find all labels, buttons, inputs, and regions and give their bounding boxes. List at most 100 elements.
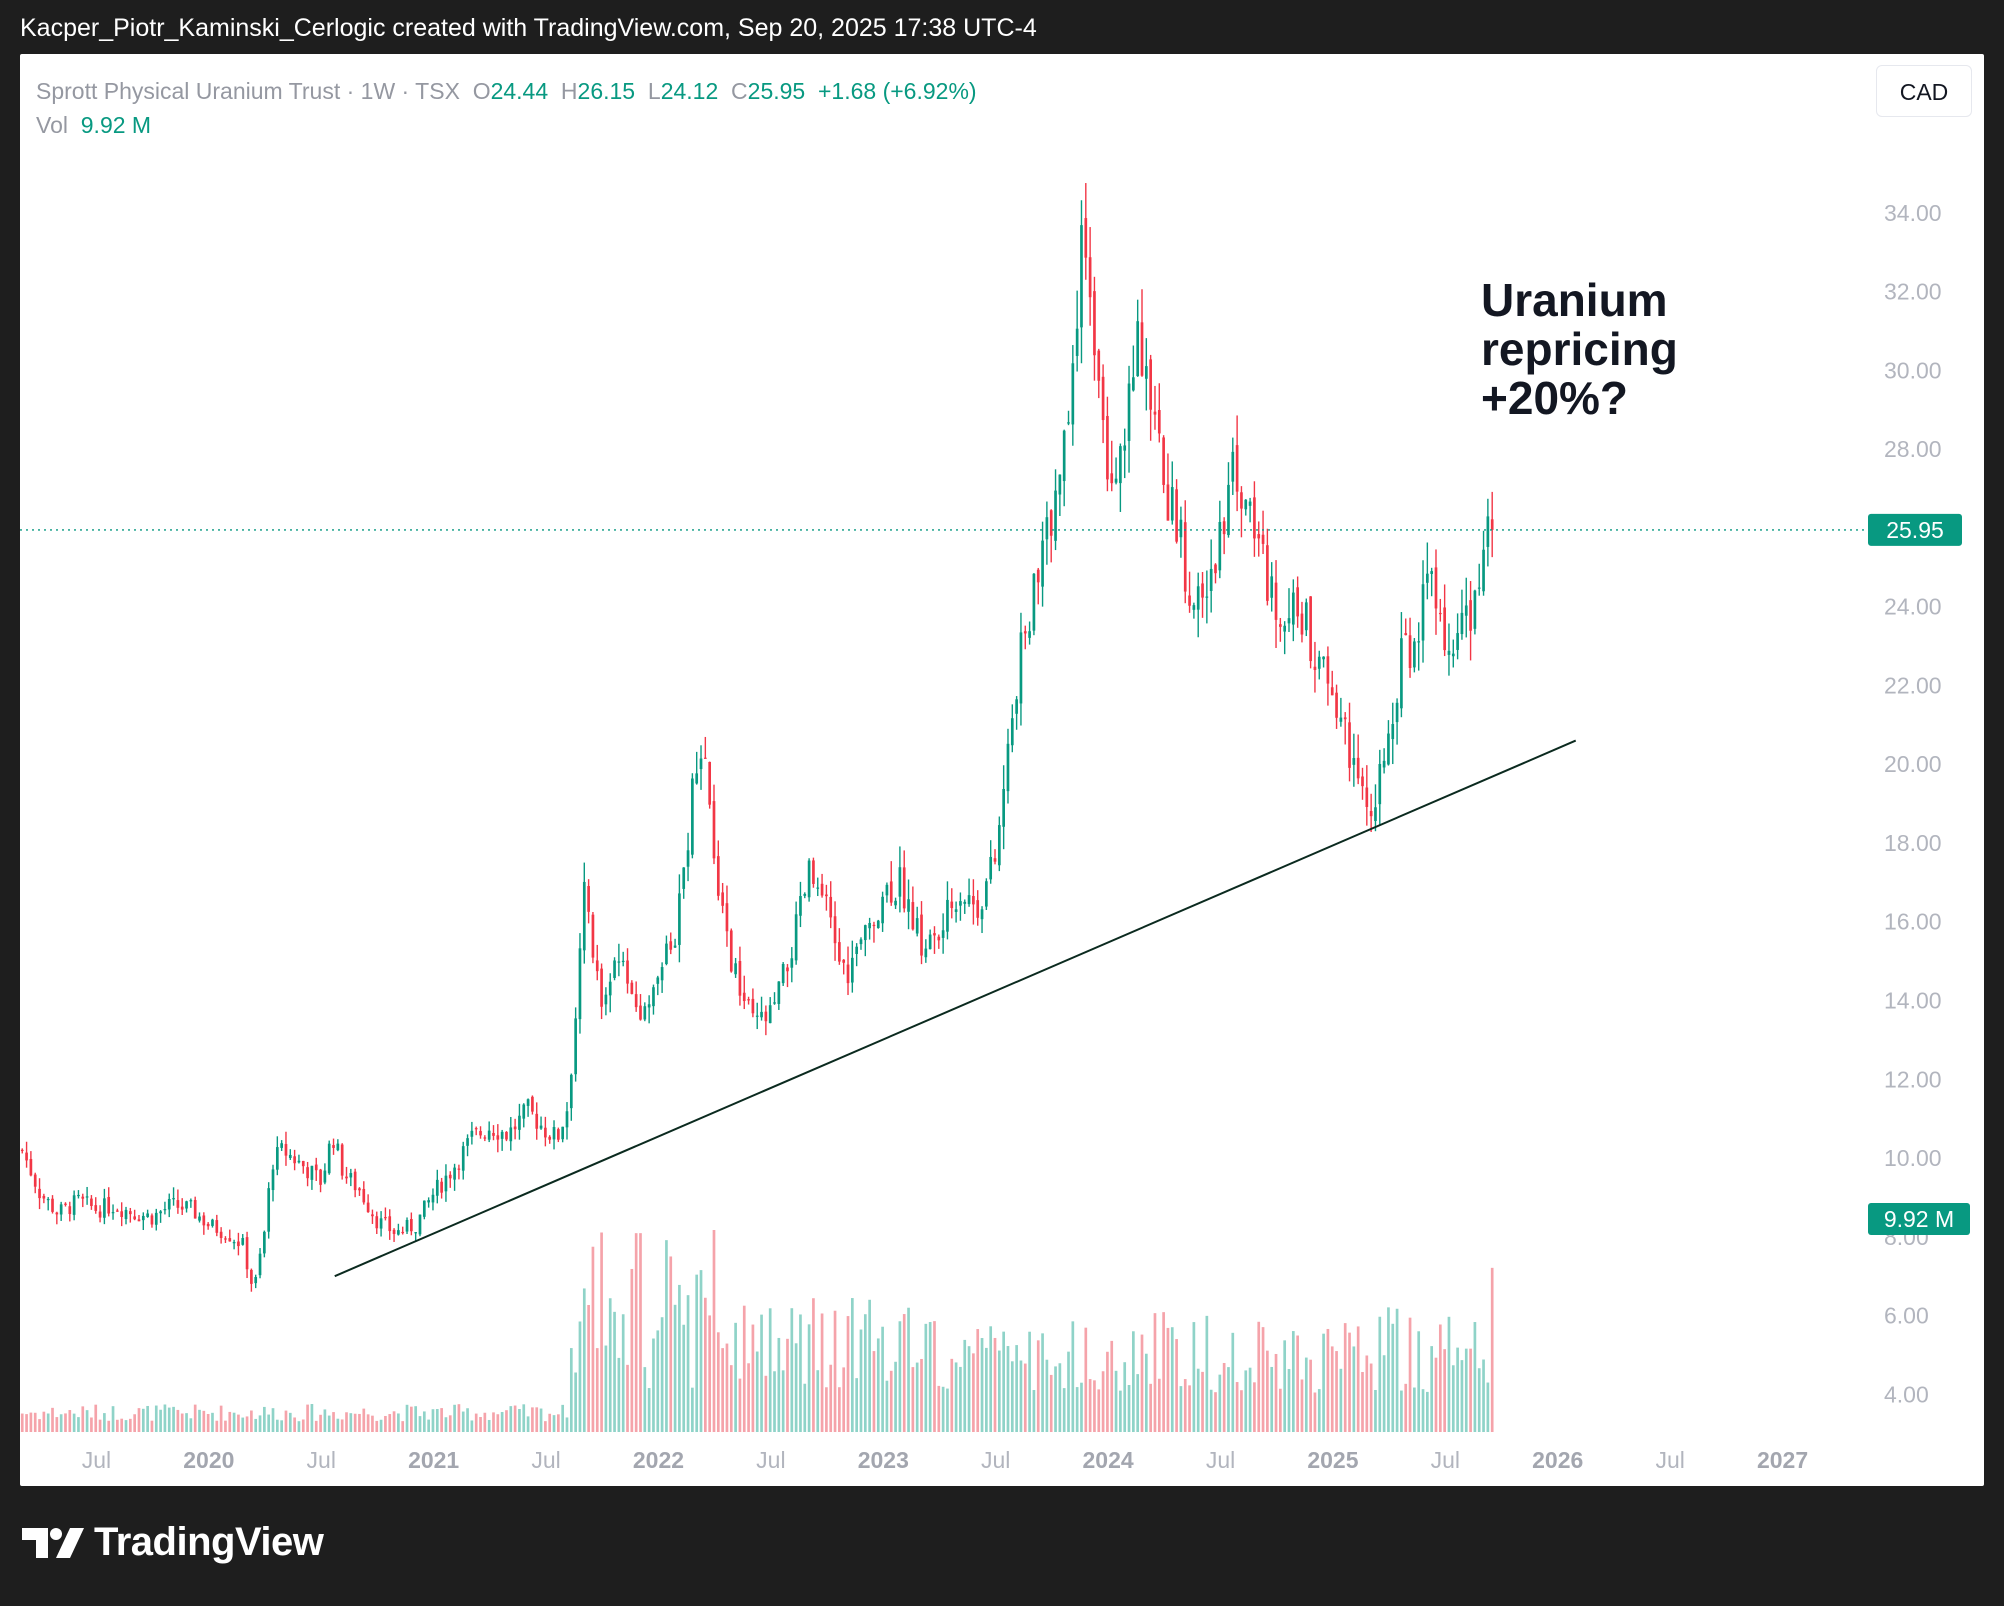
price-tick-label: 24.00 (1884, 594, 1942, 620)
candle-body (513, 1126, 517, 1130)
volume-bar (773, 1371, 776, 1432)
volume-bar (111, 1406, 115, 1432)
volume-bar (1036, 1340, 1040, 1432)
candle-body (928, 934, 932, 950)
volume-bar (107, 1420, 111, 1432)
candle-body (146, 1213, 149, 1217)
candle-body (198, 1216, 201, 1221)
text-annotation[interactable]: Uranium repricing +20%? (1481, 276, 1678, 423)
candle-body (1326, 656, 1330, 684)
candle-body (764, 1011, 768, 1022)
candle-body (1291, 592, 1295, 625)
candle-body (1283, 625, 1287, 632)
candle-body (946, 899, 949, 932)
volume-bar (245, 1416, 249, 1432)
volume-bar (1317, 1389, 1321, 1432)
volume-bar (1304, 1357, 1308, 1432)
candle-body (245, 1237, 249, 1270)
candle-body (565, 1111, 569, 1128)
time-tick-label: 2027 (1757, 1447, 1808, 1473)
candle-body (1149, 359, 1152, 410)
volume-bar (889, 1370, 893, 1432)
price-chart[interactable]: 34.00 32.00 30.00 28.00 24.00 22.00 20.00 18.00… (20, 54, 1984, 1486)
legend-close-label: C (731, 78, 748, 104)
candle-body (1136, 321, 1140, 377)
candle-body (167, 1198, 171, 1210)
volume-bar (1218, 1374, 1222, 1432)
last-price-badge-text: 25.95 (1886, 517, 1944, 543)
candle-body (103, 1198, 106, 1218)
volume-bar (1067, 1351, 1070, 1432)
volume-bar (1088, 1379, 1092, 1432)
candle-body (1417, 641, 1421, 643)
volume-bar (794, 1343, 798, 1432)
volume-bar (790, 1308, 794, 1432)
candle-body (673, 945, 677, 948)
volume-bar (263, 1406, 266, 1432)
chart-frame[interactable]: 34.00 32.00 30.00 28.00 24.00 22.00 20.00 18.00… (20, 54, 1984, 1486)
volume-bar (1162, 1312, 1165, 1432)
candle-body (319, 1169, 322, 1185)
volume-bar (1330, 1346, 1334, 1432)
volume-bar (1361, 1372, 1364, 1432)
candle-body (872, 924, 876, 927)
volume-bar (418, 1416, 422, 1432)
volume-bar (708, 1315, 712, 1432)
volume-bar (569, 1348, 573, 1432)
candle-body (271, 1169, 275, 1191)
volume-bar (1438, 1324, 1442, 1432)
last-price-badge (1868, 513, 1962, 546)
volume-bar (103, 1413, 106, 1432)
volume-bar (505, 1410, 508, 1432)
candle-body (81, 1196, 85, 1199)
volume-bar (435, 1409, 439, 1432)
candle-body (379, 1218, 383, 1229)
volume-bar (120, 1418, 124, 1432)
candle-body (1036, 569, 1040, 583)
candle-body (332, 1145, 335, 1148)
candle-body (206, 1223, 210, 1227)
candle-body (643, 1006, 647, 1020)
volume-bar (1378, 1316, 1382, 1432)
candle-body (366, 1202, 370, 1213)
volume-bar (224, 1420, 227, 1432)
candle-body (1356, 757, 1360, 779)
candle-body (639, 1005, 642, 1020)
price-tick-label: 28.00 (1884, 436, 1942, 462)
volume-bar (332, 1412, 335, 1432)
volume-bar (582, 1288, 586, 1432)
volume-bar (1309, 1359, 1312, 1432)
candle-body (466, 1138, 469, 1146)
candle-body (427, 1200, 430, 1203)
candle-body (755, 1015, 759, 1017)
currency-button[interactable]: CAD (1876, 65, 1972, 117)
volume-bar (1054, 1366, 1057, 1432)
volume-bar (1253, 1382, 1256, 1432)
candle-body (876, 920, 880, 928)
tradingview-logo-icon (22, 1527, 84, 1558)
candle-body (734, 963, 737, 975)
volume-bar (613, 1311, 616, 1432)
volume-bar (673, 1304, 677, 1432)
candle-body (1119, 446, 1122, 484)
volume-bar (1266, 1350, 1269, 1432)
candle-body (392, 1229, 396, 1234)
volume-bar (1231, 1332, 1235, 1432)
volume-bar (764, 1375, 768, 1432)
volume-bar (742, 1305, 746, 1432)
volume-bar (401, 1421, 405, 1432)
volume-badge-text: 9.92 M (1884, 1206, 1954, 1232)
volume-bar (310, 1404, 314, 1432)
volume-bar (604, 1345, 608, 1432)
volume-bar (1348, 1332, 1351, 1432)
volume-bar (660, 1317, 664, 1432)
candle-body (293, 1156, 296, 1164)
volume-bar (1179, 1386, 1183, 1432)
candle-body (224, 1238, 227, 1240)
volume-bar (682, 1324, 686, 1432)
tradingview-logo[interactable]: TradingView (22, 1520, 324, 1565)
candle-body (1240, 492, 1243, 509)
volume-bar (669, 1256, 673, 1432)
volume-bar (1356, 1326, 1360, 1432)
time-tick-label: 2024 (1083, 1447, 1134, 1473)
